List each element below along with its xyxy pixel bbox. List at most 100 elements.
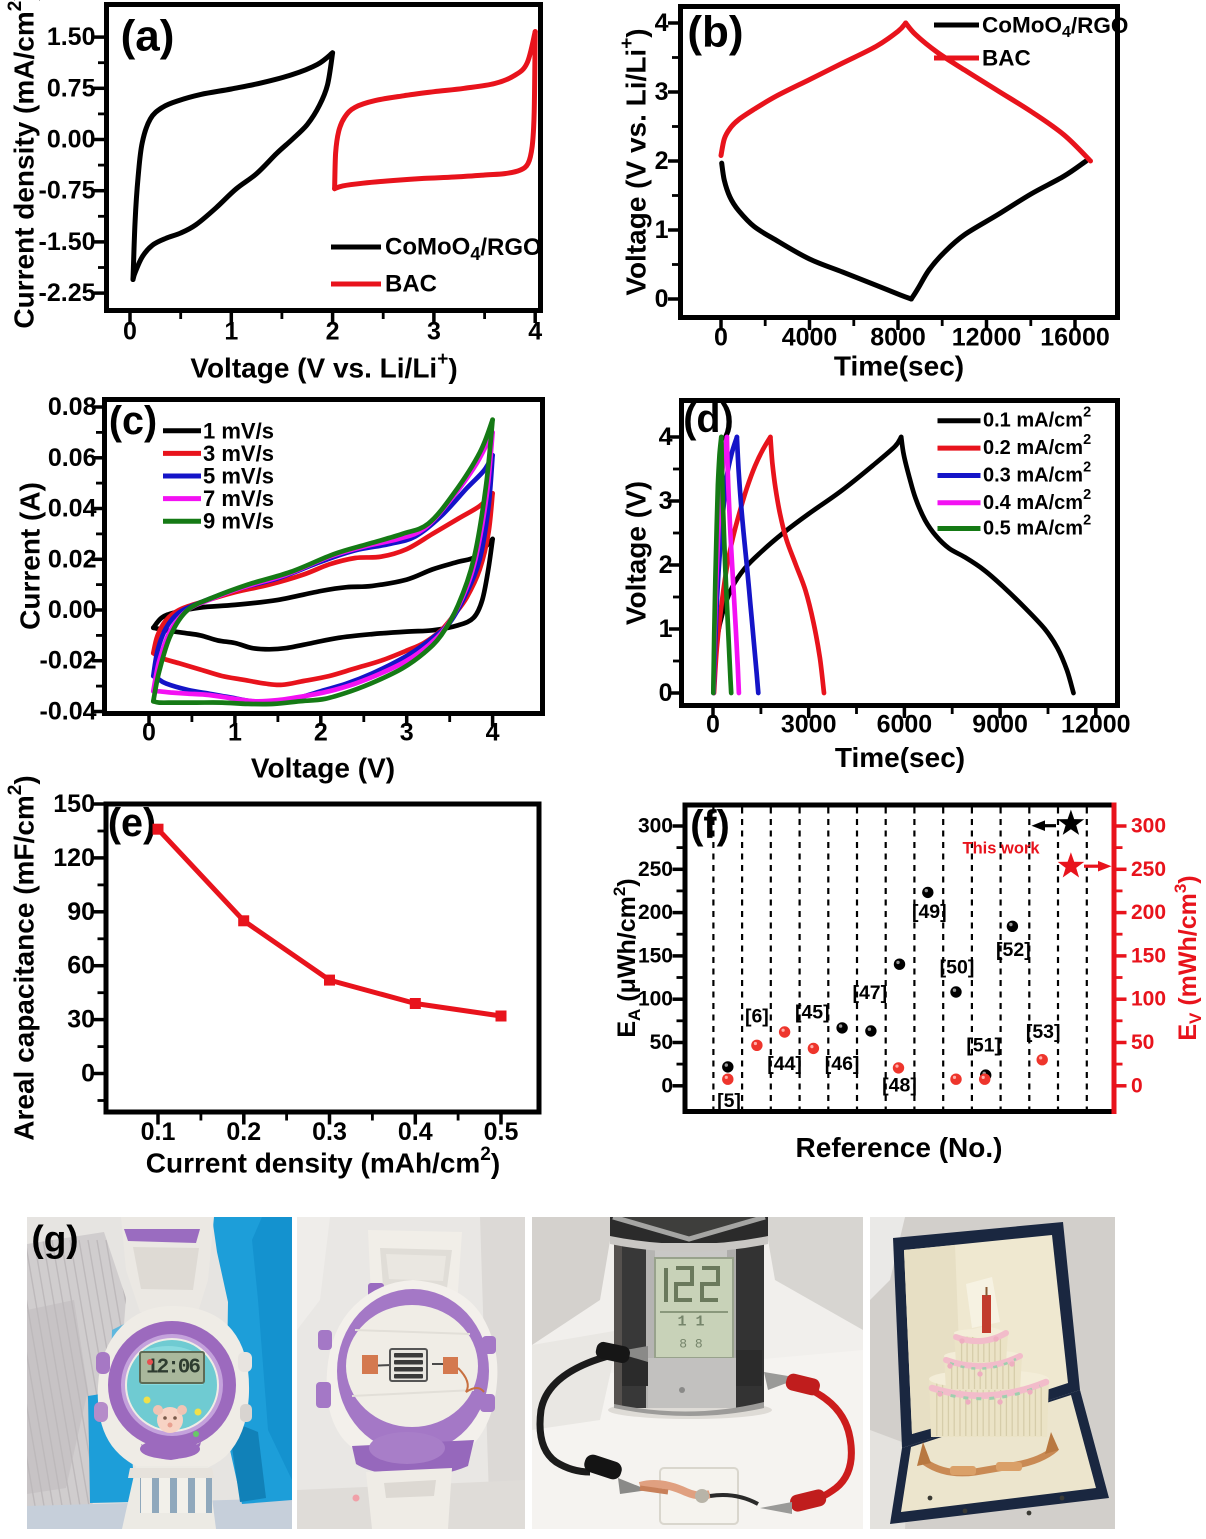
svg-text:Reference (No.): Reference (No.): [796, 1132, 1003, 1163]
svg-text:3: 3: [427, 318, 441, 346]
svg-text:(a): (a): [121, 12, 175, 61]
svg-text:0.3: 0.3: [312, 1118, 347, 1146]
svg-text:0: 0: [661, 1074, 673, 1097]
svg-text:[45]: [45]: [795, 1002, 830, 1024]
svg-text:0.06: 0.06: [48, 444, 97, 472]
svg-text:4000: 4000: [782, 324, 838, 352]
svg-text:-0.04: -0.04: [40, 698, 97, 726]
svg-text:250: 250: [638, 858, 673, 881]
svg-text:0.5: 0.5: [484, 1118, 519, 1146]
svg-text:3 mV/s: 3 mV/s: [203, 441, 274, 466]
svg-text:0.75: 0.75: [47, 74, 96, 102]
svg-text:BAC: BAC: [385, 271, 437, 298]
svg-text:200: 200: [638, 901, 673, 924]
svg-text:[46]: [46]: [825, 1053, 860, 1075]
svg-text:2: 2: [659, 551, 673, 579]
svg-text:CoMoO4/RGO: CoMoO4/RGO: [385, 234, 542, 265]
svg-text:Current density (mAh/cm2): Current density (mAh/cm2): [146, 1144, 500, 1179]
svg-text:(d): (d): [683, 397, 733, 441]
svg-text:3: 3: [400, 719, 414, 747]
svg-text:120: 120: [53, 844, 95, 872]
svg-text:(e): (e): [108, 801, 156, 845]
svg-text:1 1: 1 1: [677, 1314, 704, 1331]
svg-text:50: 50: [650, 1031, 673, 1054]
svg-text:4: 4: [659, 423, 673, 451]
svg-text:30: 30: [67, 1006, 95, 1034]
svg-text:0.2 mA/cm2: 0.2 mA/cm2: [983, 432, 1091, 459]
svg-text:300: 300: [1131, 815, 1166, 838]
svg-text:2: 2: [326, 318, 340, 346]
svg-text:8 8: 8 8: [679, 1337, 702, 1352]
svg-text:100: 100: [1131, 988, 1166, 1011]
svg-text:This work: This work: [962, 840, 1040, 858]
svg-text:0.04: 0.04: [48, 495, 97, 523]
svg-text:150: 150: [638, 944, 673, 967]
svg-text:[5]: [5]: [717, 1090, 741, 1112]
svg-text:[49]: [49]: [912, 901, 947, 923]
svg-text:150: 150: [1131, 944, 1166, 967]
svg-text:90: 90: [67, 898, 95, 926]
svg-text:BAC: BAC: [982, 46, 1031, 71]
svg-text:12:06: 12:06: [146, 1357, 200, 1380]
svg-text:1.50: 1.50: [47, 23, 96, 51]
svg-text:[44]: [44]: [767, 1053, 802, 1075]
svg-text:(f): (f): [690, 803, 729, 847]
svg-text:0.00: 0.00: [47, 126, 96, 154]
svg-text:4: 4: [486, 719, 500, 747]
svg-text:(b): (b): [687, 8, 743, 57]
svg-text:0.2: 0.2: [226, 1118, 261, 1146]
svg-text:150: 150: [53, 790, 95, 818]
svg-text:0.1 mA/cm2: 0.1 mA/cm2: [983, 405, 1091, 432]
svg-text:3: 3: [655, 78, 669, 106]
svg-text:300: 300: [638, 815, 673, 838]
svg-text:[50]: [50]: [940, 956, 975, 978]
svg-text:0: 0: [659, 679, 673, 707]
svg-text:0: 0: [123, 318, 137, 346]
svg-text:4: 4: [528, 318, 542, 346]
svg-text:0: 0: [142, 719, 156, 747]
svg-text:(g): (g): [31, 1219, 78, 1260]
svg-text:9000: 9000: [972, 711, 1028, 739]
svg-text:Voltage (V vs. Li/Li+): Voltage (V vs. Li/Li+): [617, 28, 652, 295]
svg-text:8000: 8000: [870, 324, 926, 352]
svg-text:0.3 mA/cm2: 0.3 mA/cm2: [983, 460, 1091, 487]
svg-text:[52]: [52]: [996, 939, 1031, 961]
svg-text:Voltage (V): Voltage (V): [621, 481, 652, 625]
svg-text:0: 0: [655, 285, 669, 313]
svg-text:Current (A): Current (A): [15, 482, 46, 630]
svg-text:Time(sec): Time(sec): [834, 351, 964, 382]
svg-text:12000: 12000: [952, 324, 1022, 352]
svg-text:Voltage (V vs. Li/Li+): Voltage (V vs. Li/Li+): [190, 349, 457, 384]
svg-text:2: 2: [314, 719, 328, 747]
svg-text:5 mV/s: 5 mV/s: [203, 464, 274, 489]
svg-text:EV (mWh/cm3): EV (mWh/cm3): [1171, 875, 1205, 1040]
svg-text:0: 0: [81, 1060, 95, 1088]
svg-text:6000: 6000: [877, 711, 933, 739]
svg-text:Voltage (V): Voltage (V): [251, 753, 395, 784]
svg-text:CoMoO4/RGO: CoMoO4/RGO: [982, 13, 1128, 41]
svg-text:9 mV/s: 9 mV/s: [203, 509, 274, 534]
svg-text:3: 3: [659, 487, 673, 515]
svg-text:[48]: [48]: [882, 1074, 917, 1096]
svg-text:[47]: [47]: [852, 982, 887, 1004]
svg-text:0.4 mA/cm2: 0.4 mA/cm2: [983, 487, 1091, 514]
svg-text:100: 100: [638, 988, 673, 1011]
svg-text:-0.75: -0.75: [39, 177, 96, 205]
svg-text:1: 1: [655, 216, 669, 244]
svg-text:[53]: [53]: [1026, 1021, 1061, 1043]
svg-text:0.08: 0.08: [48, 393, 97, 421]
svg-text:250: 250: [1131, 858, 1166, 881]
svg-text:7 mV/s: 7 mV/s: [203, 486, 274, 511]
svg-text:1 mV/s: 1 mV/s: [203, 418, 274, 443]
svg-text:1: 1: [659, 615, 673, 643]
svg-text:0.5 mA/cm2: 0.5 mA/cm2: [983, 513, 1091, 540]
svg-text:50: 50: [1131, 1031, 1154, 1054]
svg-text:-2.25: -2.25: [39, 279, 96, 307]
svg-text:16000: 16000: [1040, 324, 1110, 352]
svg-text:[6]: [6]: [745, 1006, 769, 1028]
svg-text:200: 200: [1131, 901, 1166, 924]
svg-text:Areal capacitance (mF/cm2): Areal capacitance (mF/cm2): [5, 775, 40, 1140]
svg-text:0: 0: [1131, 1074, 1143, 1097]
svg-text:0.02: 0.02: [48, 545, 97, 573]
svg-text:1: 1: [228, 719, 242, 747]
